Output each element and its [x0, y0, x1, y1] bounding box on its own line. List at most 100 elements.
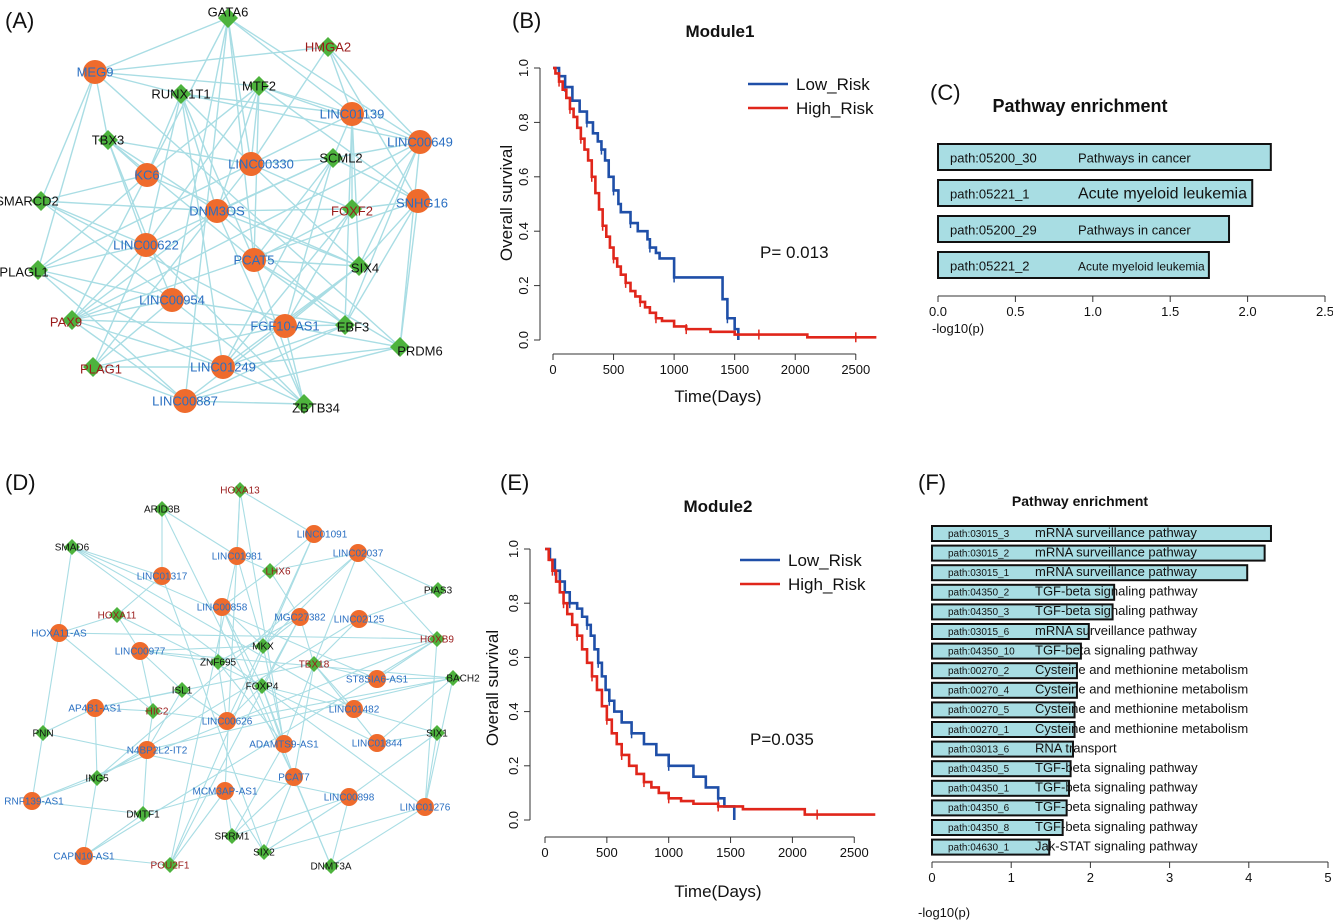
network-edge [216, 210, 305, 405]
pathway-bar [937, 143, 1272, 171]
node-diamond-foxp4 [254, 678, 270, 694]
network-edge [222, 346, 401, 368]
bar-x-tick-label: 0 [928, 870, 935, 885]
node-label-pnn: PNN [32, 729, 53, 740]
node-circle-adamts9-as1 [275, 735, 293, 753]
network-edge [92, 325, 286, 368]
pathway-bar-description: TGF-beta signaling pathway [1035, 603, 1198, 618]
pathway-bar-description: TGF-beta signaling pathway [1035, 584, 1198, 599]
pathway-bar-description: TGF-beta signaling pathway [1035, 819, 1198, 834]
km-legend-label: High_Risk [796, 99, 874, 118]
network-edge [58, 632, 438, 640]
network-edge [116, 614, 378, 744]
pathway-bar-description: Acute myeloid leukemia [1078, 260, 1205, 274]
network-edge [161, 508, 295, 778]
node-diamond-foxf2 [342, 199, 362, 219]
network-edge [94, 17, 229, 73]
network-edge [258, 85, 419, 202]
network-edge [145, 85, 260, 246]
bar-x-tick-label: 2.5 [1316, 304, 1333, 319]
pathway-bar [931, 662, 1078, 680]
network-edge [139, 650, 154, 712]
node-label-rnf139-as1: RNF139-AS1 [4, 797, 64, 808]
km-x-tick-label: 0 [541, 845, 548, 860]
node-diamond-pax9 [62, 310, 82, 330]
network-edge [253, 259, 401, 348]
pathway-bar [931, 642, 1082, 660]
network-edge [250, 157, 334, 165]
node-circle-fgf10-as1 [273, 314, 297, 338]
network-edge [31, 800, 144, 815]
node-label-ebf3: EBF3 [337, 320, 370, 335]
node-circle-linc00977 [131, 642, 149, 660]
node-label-mcm3ap-as1: MCM3AP-AS1 [192, 787, 257, 798]
km-b-title: Module1 [686, 22, 755, 41]
km-plot-module1: Module1 P= 0.013 Time(Days) Overall surv… [497, 22, 877, 406]
network-edge [222, 324, 346, 368]
node-circle-mcm3ap-as1 [216, 782, 234, 800]
network-edge [92, 366, 186, 402]
network-edge [180, 93, 224, 368]
node-label-gata6: GATA6 [208, 5, 249, 20]
network-edge [353, 708, 438, 734]
node-diamond-pnn [35, 725, 51, 741]
network-edge [221, 606, 264, 647]
network-edge [424, 638, 438, 808]
km-y-tick-label: 0.6 [516, 168, 531, 186]
node-diamond-srrm1 [224, 828, 240, 844]
node-diamond-six4 [349, 256, 369, 276]
network-edge [330, 796, 350, 867]
pathway-bar-f: Pathway enrichment -log10(p) path:03015_… [918, 493, 1332, 920]
node-circle-st8sia6-as1 [368, 670, 386, 688]
network-edge [253, 157, 334, 261]
node-diamond-hoxa11 [109, 607, 125, 623]
network-edge [83, 855, 171, 866]
network-edge [222, 208, 353, 368]
network-edge [146, 689, 183, 751]
network-edge [358, 589, 439, 620]
pathway-bar-description: Acute myeloid leukemia [1078, 186, 1247, 203]
pathway-bar-description: TGF-beta signaling pathway [1035, 780, 1198, 795]
pathway-bar-id: path:00270_4 [948, 686, 1010, 697]
km-e-pvalue: P=0.035 [750, 730, 814, 749]
pathway-bar-description: TGF-beta signaling pathway [1035, 642, 1198, 657]
node-label-linc00887: LINC00887 [152, 394, 218, 409]
km-plot-module2: Module2 P=0.035 Time(Days) Overall survi… [483, 497, 876, 901]
network-edge [184, 400, 305, 405]
network-edge [269, 552, 359, 572]
network-edge [263, 806, 426, 853]
node-label-smarcd2: SMARCD2 [0, 194, 59, 209]
network-edge [71, 546, 163, 577]
network-edge [239, 489, 315, 535]
node-diamond-isl1 [174, 682, 190, 698]
network-edge [399, 141, 421, 348]
node-label-linc00330: LINC00330 [228, 157, 294, 172]
network-edge [107, 139, 255, 261]
bar-x-tick-label: 2.0 [1239, 304, 1257, 319]
network-edge [227, 17, 252, 165]
node-label-hoxa11-as: HOXA11-AS [31, 629, 87, 640]
pathway-bar-id: path:04350_5 [948, 764, 1010, 775]
node-label-linc02125: LINC02125 [334, 615, 385, 626]
node-label-hic2: HIC2 [146, 707, 169, 718]
pathway-bar-id: path:00270_2 [948, 666, 1010, 677]
node-circle-linc01249 [211, 355, 235, 379]
node-label-zbtb34: ZBTB34 [292, 401, 340, 416]
bar-x-tick-label: 5 [1324, 870, 1331, 885]
network-edge [71, 174, 148, 321]
pathway-bar-id: path:04350_8 [948, 823, 1010, 834]
km-x-tick-label: 1000 [660, 362, 689, 377]
pathway-bar-id: path:05200_29 [950, 223, 1037, 238]
network-edge [221, 570, 271, 608]
network-edge [231, 743, 285, 837]
network-edge [216, 208, 353, 212]
network-edge [107, 139, 173, 301]
network-edge [231, 796, 350, 837]
network-edge [376, 677, 454, 680]
node-circle-linc01317 [153, 567, 171, 585]
network-edge [284, 325, 305, 405]
pathway-bar-description: RNA transport [1035, 740, 1117, 755]
node-circle-meg9 [83, 60, 107, 84]
network-edge [327, 46, 419, 202]
node-label-pax9: PAX9 [50, 315, 82, 330]
